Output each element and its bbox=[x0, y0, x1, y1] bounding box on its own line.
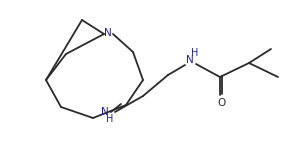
Text: H: H bbox=[106, 114, 114, 124]
Text: H: H bbox=[191, 48, 199, 58]
Text: N: N bbox=[101, 107, 109, 117]
Text: N: N bbox=[186, 55, 194, 65]
Text: O: O bbox=[217, 98, 225, 108]
Text: N: N bbox=[104, 28, 112, 38]
